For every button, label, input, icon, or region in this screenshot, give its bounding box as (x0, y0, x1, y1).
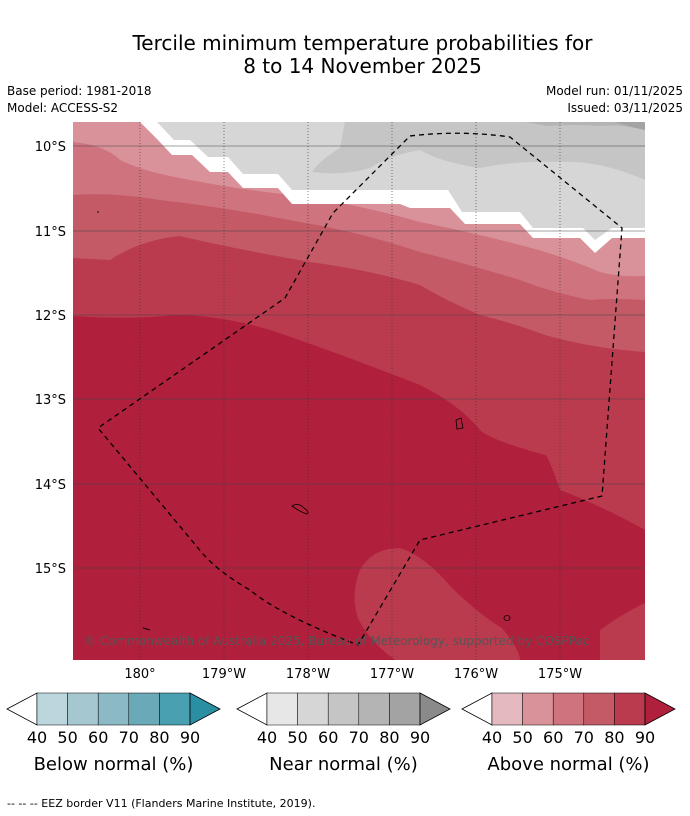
title-line-2: 8 to 14 November 2025 (243, 54, 482, 78)
colorbar-tick-label: 50 (512, 728, 532, 747)
latitude-gridlines (73, 145, 645, 569)
colorbar-swatch (491, 692, 523, 726)
colorbar-tick-label: 40 (257, 728, 277, 747)
colorbar-extend-low (6, 692, 38, 726)
base-period: Base period: 1981-2018 (7, 84, 152, 98)
colorbar-swatch (614, 692, 646, 726)
colorbar-swatch (522, 692, 554, 726)
colorbar-tick-label: 50 (287, 728, 307, 747)
colorbar-tick-label: 90 (180, 728, 200, 747)
colorbar-above-normal: 40 50 60 70 80 90 Above normal (%) (461, 692, 676, 775)
lat-label: 12°S (35, 309, 66, 324)
colorbar-tick-label: 80 (604, 728, 624, 747)
lon-label: 176°W (454, 667, 498, 682)
issued-date: Issued: 03/11/2025 (567, 101, 683, 115)
lat-label: 10°S (35, 140, 66, 155)
colorbar-swatch (389, 692, 421, 726)
meta-left: Base period: 1981-2018 Model: ACCESS-S2 (7, 83, 152, 117)
colorbar-tick-label: 60 (543, 728, 563, 747)
near-70-region (615, 122, 645, 130)
colorbar-tick-label: 70 (119, 728, 139, 747)
colorbar-swatch (67, 692, 99, 726)
longitude-labels: 180° 179°W 178°W 177°W 176°W 175°W (124, 667, 582, 682)
lon-label: 175°W (538, 667, 582, 682)
colorbar-extend-low (461, 692, 493, 726)
probability-map: © Commonwealth of Australia 2025, Bureau… (73, 122, 645, 660)
colorbar-tick-label: 70 (349, 728, 369, 747)
colorbar-extend-high (419, 692, 451, 726)
colorbar-near-normal: 40 50 60 70 80 90 Near normal (%) (236, 692, 451, 775)
colorbar-title: Below normal (%) (34, 754, 194, 775)
lat-label: 11°S (35, 225, 66, 240)
meta-right: Model run: 01/11/2025 Issued: 03/11/2025 (546, 83, 683, 117)
eez-border (97, 132, 623, 646)
island-outline (142, 627, 151, 631)
colorbar-tick-label: 40 (482, 728, 502, 747)
lat-label: 15°S (35, 562, 66, 577)
model-name: Model: ACCESS-S2 (7, 101, 119, 115)
colorbar-tick-label: 80 (149, 728, 169, 747)
colorbar-swatch (159, 692, 191, 726)
eez-legend-text: -- -- -- EEZ border V11 (Flanders Marine… (7, 797, 315, 810)
above-80-patch-s (354, 548, 520, 660)
above-80-patch-se (600, 603, 645, 660)
colorbar-tick-label: 70 (574, 728, 594, 747)
near-60-region (525, 122, 645, 130)
colorbar-title: Near normal (%) (269, 754, 418, 775)
colorbar-tick-label: 80 (379, 728, 399, 747)
lon-label: 180° (124, 667, 155, 682)
colorbar-swatch (297, 692, 329, 726)
lat-label: 13°S (35, 393, 66, 408)
colorbar-swatch (36, 692, 68, 726)
colorbar-tick-label: 50 (57, 728, 77, 747)
colorbar-tick-label: 90 (410, 728, 430, 747)
colorbar-swatch (583, 692, 615, 726)
colorbar-swatch (327, 692, 360, 726)
island-outline (291, 504, 309, 515)
colorbar-tick-label: 90 (635, 728, 655, 747)
colorbar-extend-high (644, 692, 676, 726)
copyright-text: © Commonwealth of Australia 2025, Bureau… (84, 634, 589, 648)
colorbar-below-normal: 40 50 60 70 80 90 Below normal (%) (6, 692, 221, 775)
colorbar-tick-label: 60 (318, 728, 338, 747)
colorbar-extend-high (189, 692, 221, 726)
colorbar-swatch (358, 692, 390, 726)
lon-label: 178°W (286, 667, 330, 682)
colorbar-swatch (97, 692, 130, 726)
lat-label: 14°S (35, 478, 66, 493)
near-50-region (312, 122, 645, 180)
chart-title: Tercile minimum temperature probabilitie… (0, 32, 690, 78)
colorbar-swatch (266, 692, 298, 726)
colorbar-swatch (128, 692, 160, 726)
colorbar-swatch (552, 692, 585, 726)
lon-label: 177°W (370, 667, 414, 682)
model-run: Model run: 01/11/2025 (545, 84, 683, 98)
title-line-1: Tercile minimum temperature probabilitie… (132, 31, 593, 55)
island-outline (503, 615, 511, 621)
lon-label: 179°W (202, 667, 246, 682)
colorbar-tick-label: 40 (27, 728, 47, 747)
island-outline (455, 417, 464, 430)
latitude-labels: 10°S 11°S 12°S 13°S 14°S 15°S (35, 140, 66, 577)
island-dot (97, 211, 99, 213)
colorbar-tick-label: 60 (88, 728, 108, 747)
colorbar-title: Above normal (%) (487, 754, 649, 775)
colorbar-extend-low (236, 692, 268, 726)
